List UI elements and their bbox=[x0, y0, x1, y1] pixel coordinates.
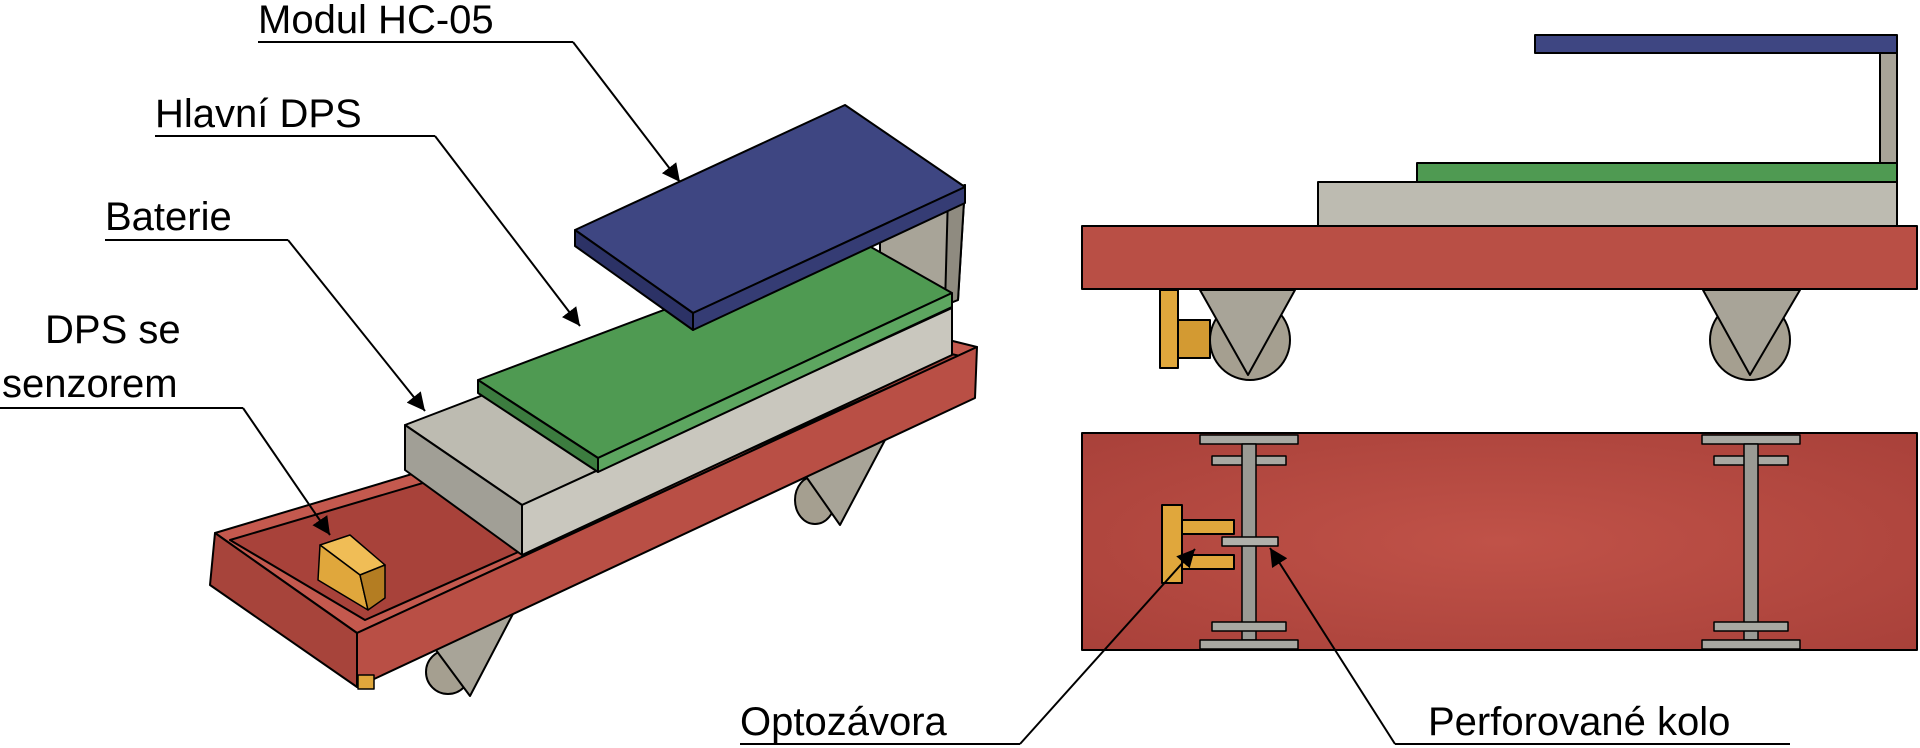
label-battery: Baterie bbox=[105, 195, 426, 412]
side-view bbox=[1081, 34, 1918, 381]
side-left-wheel bbox=[1199, 289, 1296, 381]
side-hc05-module bbox=[1534, 34, 1898, 54]
iso-sensor-pcb bbox=[317, 534, 386, 611]
side-sensor bbox=[1159, 289, 1211, 369]
bottom-left-axle bbox=[1199, 434, 1299, 650]
label-perforated-wheel-text: Perforované kolo bbox=[1428, 700, 1730, 744]
label-sensor-pcb-text-2: senzorem bbox=[2, 362, 178, 406]
label-perforated-wheel: Perforované kolo bbox=[1269, 547, 1790, 745]
label-sensor-pcb-text-1: DPS se bbox=[45, 308, 181, 352]
isometric-view bbox=[209, 104, 978, 697]
label-optocoupler: Optozávora bbox=[740, 548, 1196, 745]
side-battery bbox=[1317, 181, 1898, 227]
bottom-view bbox=[1081, 432, 1918, 651]
side-hc05-support bbox=[1879, 52, 1898, 164]
iso-hc05-module bbox=[574, 104, 966, 331]
bottom-right-axle bbox=[1701, 434, 1801, 650]
side-right-wheel bbox=[1702, 289, 1801, 381]
bottom-chassis bbox=[1081, 432, 1918, 651]
label-optocoupler-text: Optozávora bbox=[740, 700, 948, 744]
side-chassis bbox=[1081, 225, 1918, 290]
label-hc05: Modul HC-05 bbox=[258, 0, 681, 183]
label-main-pcb: Hlavní DPS bbox=[155, 92, 581, 327]
side-main-pcb bbox=[1416, 162, 1898, 183]
label-hc05-text: Modul HC-05 bbox=[258, 0, 494, 42]
label-main-pcb-text: Hlavní DPS bbox=[155, 92, 362, 136]
label-sensor-pcb: DPS se senzorem bbox=[0, 308, 331, 536]
label-battery-text: Baterie bbox=[105, 195, 232, 239]
iso-main-pcb bbox=[477, 237, 953, 473]
